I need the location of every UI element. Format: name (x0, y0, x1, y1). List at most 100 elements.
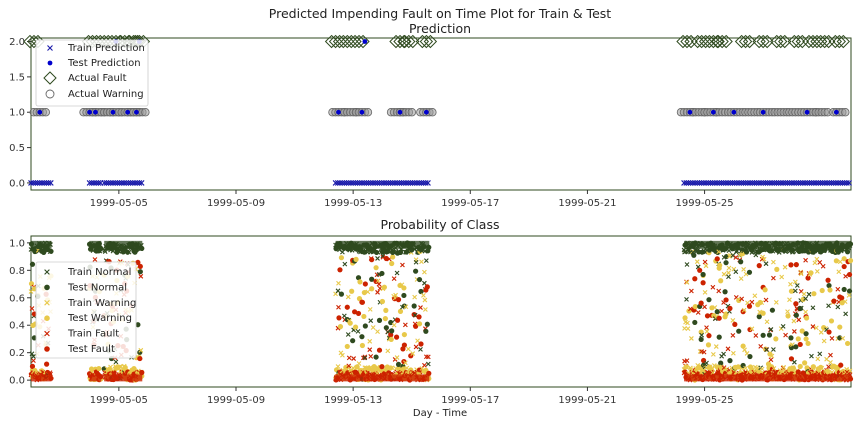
train-prediction-mark (47, 180, 54, 186)
normal-point (113, 359, 119, 365)
normal-point (743, 249, 750, 255)
bottom-legend: Train Normal Test Normal Train Warning Test… (35, 261, 137, 359)
actual-fault-marker (680, 34, 694, 49)
warning-point (815, 356, 821, 362)
train-prediction-mark (332, 180, 339, 186)
warning-point (759, 300, 765, 306)
warning-point (361, 313, 367, 320)
actual-fault-marker (393, 34, 407, 49)
train-prediction-mark (123, 180, 130, 186)
top-legend-label: Train Prediction (67, 43, 145, 54)
train-prediction-mark (727, 180, 734, 186)
train-prediction-mark (132, 180, 138, 186)
normal-point (747, 353, 753, 360)
fault-point (413, 344, 419, 350)
train-prediction-mark (755, 180, 762, 186)
train-prediction-mark (749, 180, 756, 186)
warning-point (797, 363, 803, 370)
warning-point (742, 347, 747, 353)
actual-fault-marker (676, 34, 690, 49)
train-prediction-mark (361, 180, 368, 186)
bottom-ytick-label: 0.2 (9, 348, 25, 359)
test-prediction-point (110, 109, 116, 115)
train-prediction-mark (136, 180, 143, 186)
normal-point (418, 288, 424, 295)
fault-point (793, 301, 799, 307)
normal-point (413, 268, 419, 274)
train-prediction-mark (700, 180, 707, 186)
train-prediction-mark (815, 180, 822, 186)
warning-point (703, 263, 709, 269)
fault-point (825, 277, 831, 283)
warning-point (397, 308, 404, 314)
warning-point (412, 294, 418, 300)
train-prediction-mark (729, 180, 736, 186)
fault-point (795, 369, 801, 375)
normal-point (335, 288, 341, 294)
fault-band (335, 374, 430, 382)
warning-point (401, 285, 407, 291)
bottom-legend-label: Train Normal (67, 267, 131, 278)
actual-fault-marker (402, 34, 416, 49)
normal-point (389, 328, 395, 334)
fault-point (135, 259, 141, 266)
test-prediction-point (37, 109, 43, 115)
normal-point (760, 332, 766, 338)
train-prediction-mark (334, 180, 341, 186)
train-prediction-mark (793, 180, 800, 186)
warning-point (741, 307, 747, 313)
warning-point (694, 259, 700, 265)
train-prediction-mark (86, 180, 93, 186)
test-prediction-point (760, 109, 766, 115)
fault-point (704, 313, 711, 319)
train-prediction-mark (95, 180, 102, 186)
warning-point (769, 353, 775, 359)
fault-point (138, 273, 144, 279)
train-prediction-mark (835, 180, 841, 186)
warning-point (712, 305, 718, 310)
warning-point (730, 350, 736, 356)
warning-point (415, 338, 420, 344)
train-prediction-mark (742, 180, 749, 186)
test-prediction-point (359, 109, 365, 115)
train-prediction-mark (804, 180, 811, 186)
train-prediction-mark (802, 180, 808, 186)
normal-point (706, 297, 712, 303)
train-prediction-mark (30, 180, 37, 186)
warning-point (726, 265, 732, 271)
bottom-legend-icon (44, 315, 50, 322)
normal-point (718, 360, 724, 366)
fault-point (394, 317, 401, 323)
train-prediction-mark (685, 180, 692, 186)
warning-point (773, 336, 779, 342)
bottom-legend-label: Train Warning (67, 298, 136, 309)
train-prediction-mark (711, 180, 718, 186)
fault-point (424, 284, 430, 290)
normal-point (395, 361, 402, 368)
normal-point (712, 316, 718, 322)
train-prediction-mark (110, 180, 116, 186)
normal-point (803, 331, 809, 337)
train-prediction-mark (784, 180, 791, 186)
fault-point (805, 275, 811, 281)
warning-point (357, 279, 363, 285)
normal-point (423, 258, 429, 263)
train-prediction-mark (32, 180, 39, 186)
warning-point (821, 338, 827, 344)
legend-train-prediction-icon (47, 45, 53, 51)
warning-point (96, 365, 102, 372)
train-prediction-mark (771, 180, 778, 186)
bottom-xtick-label: 1999-05-21 (558, 395, 616, 406)
bottom-ytick-label: 0.0 (9, 376, 25, 387)
fault-point (29, 306, 35, 311)
train-prediction-mark (118, 180, 125, 186)
normal-point (844, 249, 851, 255)
normal-point (826, 303, 831, 309)
actual-fault-marker (813, 34, 828, 49)
warning-point (697, 349, 703, 354)
normal-point (422, 280, 427, 286)
fault-point (344, 304, 350, 310)
train-prediction-mark (352, 180, 359, 186)
actual-fault-marker (684, 34, 698, 49)
warning-point (787, 297, 792, 303)
